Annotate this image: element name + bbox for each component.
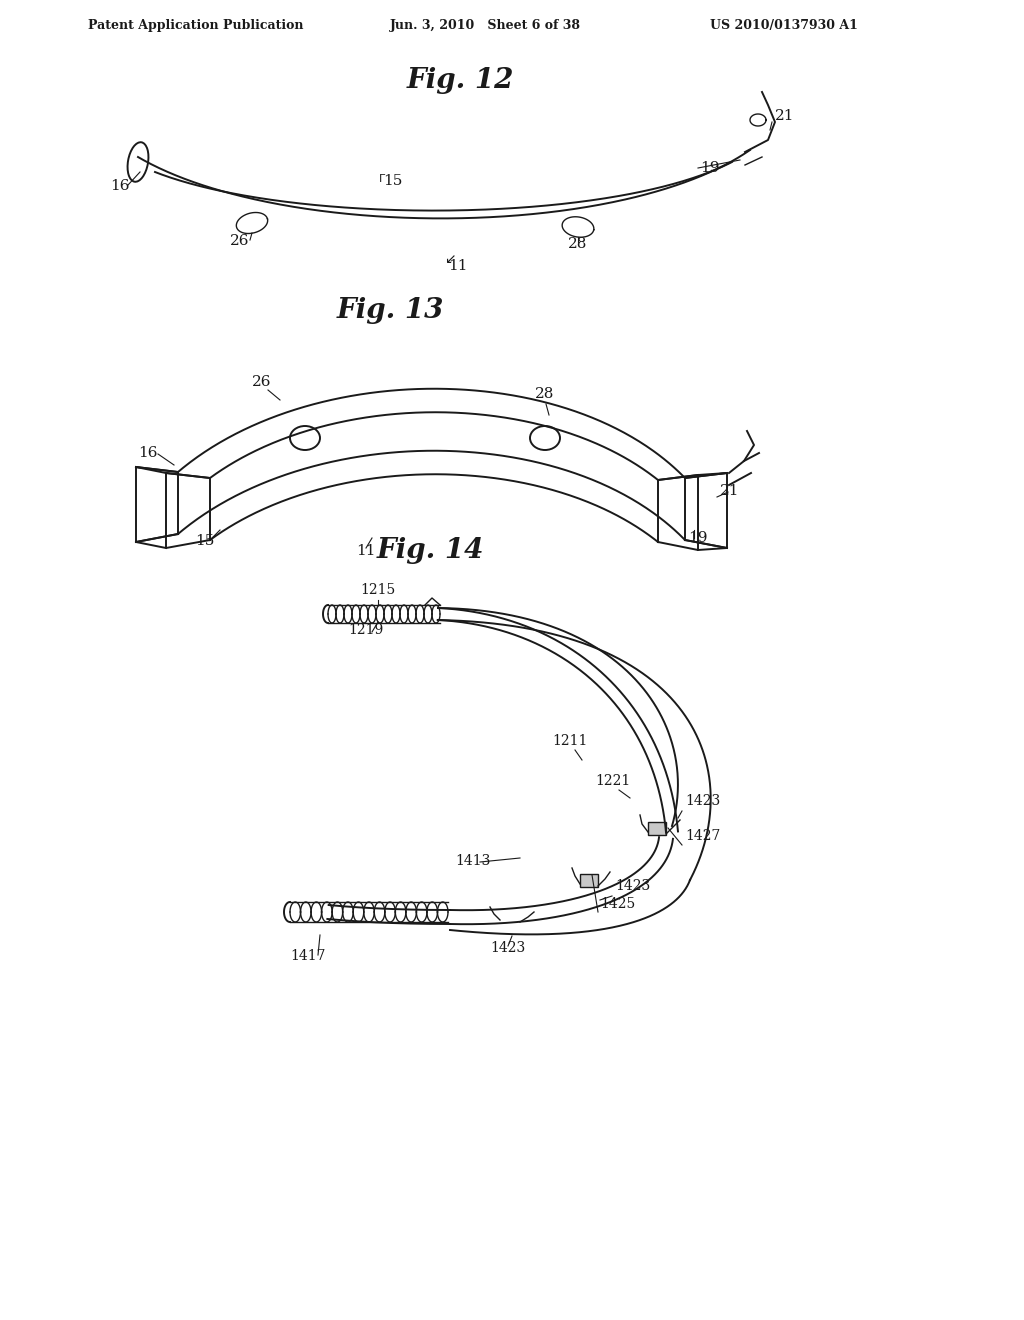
Text: Fig. 14: Fig. 14	[376, 536, 483, 564]
Text: 11: 11	[356, 544, 376, 558]
Text: US 2010/0137930 A1: US 2010/0137930 A1	[710, 18, 858, 32]
Text: 1211: 1211	[552, 734, 588, 748]
Text: 1423: 1423	[685, 795, 720, 808]
Text: $\swarrow$: $\swarrow$	[442, 252, 457, 267]
Text: 28: 28	[568, 238, 588, 251]
Text: 1413: 1413	[455, 854, 490, 869]
Text: 19: 19	[688, 531, 708, 545]
Text: 1219: 1219	[348, 623, 383, 638]
Text: 19: 19	[700, 161, 720, 176]
Text: 26: 26	[252, 375, 271, 389]
Text: 11: 11	[449, 259, 468, 273]
Text: 21: 21	[720, 484, 739, 498]
Text: 28: 28	[535, 387, 554, 401]
Text: 15: 15	[383, 174, 402, 187]
Text: 1427: 1427	[685, 829, 720, 843]
Text: Jun. 3, 2010   Sheet 6 of 38: Jun. 3, 2010 Sheet 6 of 38	[390, 18, 581, 32]
Text: 26: 26	[230, 234, 250, 248]
Text: 21: 21	[775, 110, 795, 123]
Bar	[648, 822, 666, 836]
Text: 16: 16	[138, 446, 158, 459]
Text: $\Gamma$: $\Gamma$	[378, 172, 386, 183]
Text: 1417: 1417	[290, 949, 326, 964]
Text: 16: 16	[110, 180, 129, 193]
Text: 1423: 1423	[490, 941, 525, 954]
Text: Patent Application Publication: Patent Application Publication	[88, 18, 303, 32]
Text: 1215: 1215	[360, 583, 395, 597]
Text: Fig. 12: Fig. 12	[407, 66, 514, 94]
Text: Fig. 13: Fig. 13	[336, 297, 443, 323]
Bar	[580, 874, 598, 887]
Text: 1221: 1221	[595, 774, 630, 788]
Text: 1425: 1425	[600, 898, 635, 911]
Text: 1423: 1423	[615, 879, 650, 894]
Text: 15: 15	[195, 535, 214, 548]
